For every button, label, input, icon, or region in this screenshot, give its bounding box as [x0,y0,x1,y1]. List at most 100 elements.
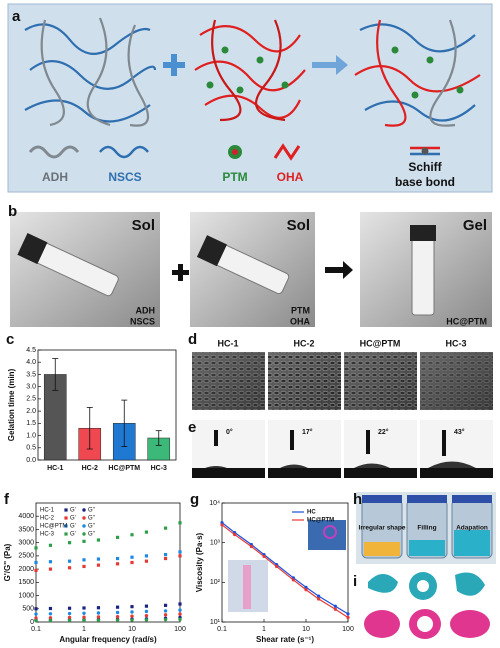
state-label: Gel [463,217,487,234]
point [291,578,295,582]
state-label: Sol [132,217,155,234]
point [34,560,38,565]
caption: Adapation [456,525,488,532]
point [115,610,120,615]
x-tick-label: HC-1 [47,465,63,472]
point [178,550,182,554]
point [178,608,182,612]
point [115,618,120,622]
x-axis-label: Shear rate (s⁻¹) [256,635,314,644]
point [163,617,168,622]
legend-label: HC-1 [40,508,55,514]
point [96,618,101,622]
series-line [221,524,349,618]
y-tick-label: 500 [22,606,34,613]
point [144,554,149,558]
point [96,606,101,610]
point [130,618,134,622]
y-tick-label: 4000 [18,513,34,520]
legend-marker [64,524,68,528]
point [163,609,168,613]
content-label: HC@PTM [446,316,487,326]
y-tick-label: 2500 [18,553,34,560]
panel-letter: d [188,331,197,348]
legend-label: G' [70,532,76,538]
x-tick-label: 100 [174,626,186,633]
point [163,603,168,607]
y-tick-label: 2.0 [26,408,36,415]
photos-b [10,212,492,327]
point [115,615,120,619]
point [48,606,53,611]
legend-label: G'' [88,524,95,530]
plot-frame [37,349,177,461]
point [178,617,182,622]
point [220,523,224,527]
sample-label: HC-2 [293,338,314,348]
point [115,562,120,566]
x-tick-label: 1 [82,626,86,633]
x-tick-label: 1 [262,626,266,633]
legend-label: G'' [88,508,95,514]
legend-marker [82,516,86,520]
legend-label: G' [70,524,76,530]
panel-letter: h [353,491,362,508]
y-axis-label: Gelation time (min) [7,368,16,441]
point [82,564,86,569]
contact-angle: 0° [226,428,233,436]
point [130,560,134,565]
point [178,521,182,525]
y-tick-label: 3000 [18,540,34,547]
contact-angle: 22° [378,428,389,436]
insets-g [228,520,346,612]
y-tick-label: 10¹ [210,619,221,626]
point [67,615,72,620]
point [178,554,182,558]
point [220,521,224,525]
point [346,615,350,620]
component-label: ADH [42,170,68,184]
point [163,552,168,557]
legend-label: G' [70,508,76,514]
legend-label: G'' [88,516,95,522]
caption: Filling [417,525,436,532]
point [163,613,168,617]
point [34,616,38,620]
point [333,607,337,611]
bond-label: Schiff [408,160,442,174]
contact-angle: 43° [454,428,465,436]
legend-marker [64,508,68,512]
point [262,554,266,559]
point [163,526,168,530]
legend-label: HC [307,510,316,516]
point [48,543,53,547]
point [249,544,253,549]
point [34,568,38,573]
component-label: NSCS [108,170,141,184]
y-tick-label: 3.0 [26,384,36,391]
point [48,567,53,571]
point [115,556,120,561]
y-tick-label: 10⁴ [209,500,220,507]
legend-label: G' [70,516,76,522]
point [82,539,86,543]
legend-label: HC-3 [40,532,55,538]
x-tick-label: 0.1 [217,626,227,633]
point [67,566,72,570]
images-d-e [192,352,493,478]
caption: Irregular shape [359,525,406,532]
point [96,538,101,542]
point [233,532,237,537]
point [275,564,279,569]
point [304,588,308,592]
y-tick-label: 0.0 [26,457,36,464]
y-tick-label: 1.0 [26,432,36,439]
legend-label: HC@PTM [307,518,334,524]
point [130,610,134,614]
point [96,557,101,561]
series-line [221,522,349,615]
legend-label: G'' [88,532,95,538]
y-tick-label: 1000 [18,592,34,599]
sample-label: HC-3 [445,338,466,348]
x-tick-label: HC@PTM [108,465,140,472]
